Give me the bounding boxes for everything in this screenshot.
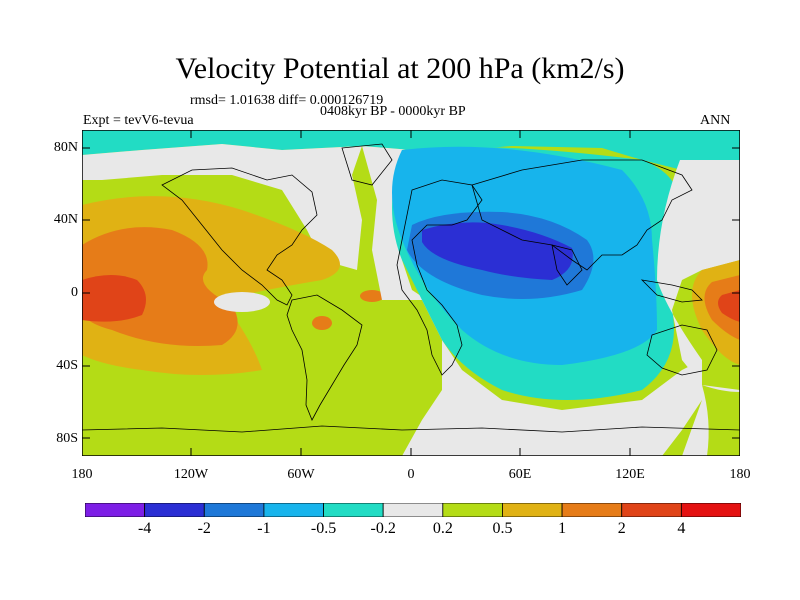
velocity-potential-map — [82, 130, 740, 456]
colorbar-swatch — [323, 503, 384, 517]
lat-label-40s: 40S — [56, 358, 78, 373]
colorbar-label: -1 — [257, 520, 271, 537]
colorbar — [85, 503, 741, 517]
experiment-label: Expt = tevV6-tevua — [83, 113, 194, 128]
colorbar-swatch — [85, 503, 146, 517]
lon-label-0: 0 — [407, 467, 415, 482]
colorbar-swatch — [203, 503, 265, 517]
lat-label-0: 0 — [71, 285, 78, 300]
colorbar-label: -0.5 — [310, 520, 337, 537]
colorbar-label: -4 — [137, 520, 152, 537]
colorbar-swatch — [621, 503, 682, 517]
lon-label-60e: 60E — [508, 467, 532, 482]
colorbar-label: 1 — [558, 520, 567, 537]
colorbar-label: 0.5 — [492, 520, 513, 537]
lat-label-40n: 40N — [53, 212, 78, 227]
colorbar-swatch — [263, 503, 324, 517]
colorbar-label: 4 — [677, 520, 686, 537]
colorbar-swatch — [144, 503, 205, 517]
plot-title: Velocity Potential at 200 hPa (km2/s) — [175, 52, 625, 85]
colorbar-label: 2 — [617, 520, 626, 537]
lat-label-80s: 80S — [56, 431, 78, 446]
axis-ticks — [82, 130, 740, 456]
colorbar-swatch — [502, 503, 563, 517]
colorbar-swatch — [680, 503, 741, 517]
colorbar-swatch — [382, 503, 444, 517]
colorbar-swatch — [442, 503, 503, 517]
period-label: 0408kyr BP - 0000kyr BP — [320, 104, 466, 119]
colorbar-swatch — [561, 503, 623, 517]
lat-label-80n: 80N — [53, 140, 78, 155]
season-label: ANN — [700, 113, 731, 128]
colorbar-label: -0.2 — [370, 520, 396, 537]
lon-label-60w: 60W — [287, 467, 315, 482]
lon-label-180e: 180 — [729, 467, 751, 482]
colorbar-label: 0.2 — [432, 520, 453, 537]
lon-label-180w: 180 — [71, 467, 93, 482]
coastlines — [82, 143, 740, 433]
lon-label-120e: 120E — [615, 467, 645, 482]
rmsd-diff-stats: rmsd= 1.01638 diff= 0.000126719 — [190, 93, 384, 108]
contour-fill — [82, 130, 740, 456]
lon-label-120w: 120W — [173, 467, 209, 482]
colorbar-label: -2 — [197, 520, 211, 537]
